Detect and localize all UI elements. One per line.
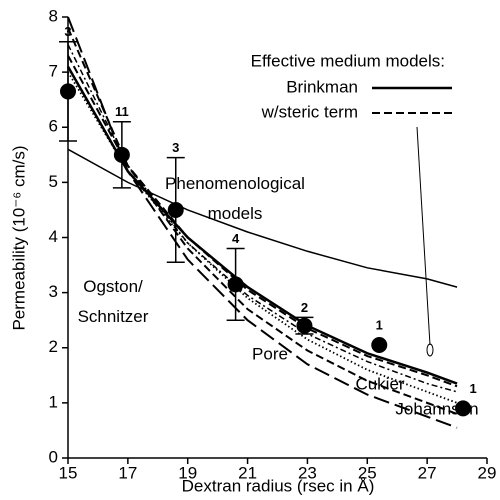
data-point xyxy=(113,146,130,163)
y-tick-label: 4 xyxy=(49,227,58,246)
data-point xyxy=(371,336,388,353)
legend-label: Brinkman xyxy=(286,77,358,96)
curve-label: Cukier xyxy=(355,374,404,393)
x-tick-label: 15 xyxy=(59,463,78,482)
n-label: 1 xyxy=(376,317,383,332)
y-tick-label: 7 xyxy=(49,62,58,81)
legend-label: w/steric term xyxy=(261,102,358,121)
x-tick-label: 21 xyxy=(238,463,257,482)
curve xyxy=(66,65,458,385)
curve xyxy=(67,44,458,393)
y-tick-label: 2 xyxy=(49,337,58,356)
curve-label: Pore xyxy=(252,344,288,363)
curve-label: Phenomenological models xyxy=(165,174,305,223)
n-label: 3 xyxy=(64,24,71,39)
x-tick-label: 25 xyxy=(358,463,377,482)
y-tick-label: 8 xyxy=(49,6,58,25)
y-tick-label: 0 xyxy=(49,447,58,466)
data-point xyxy=(455,400,472,417)
y-axis-label: Permeability (10⁻⁶ cm/s) xyxy=(9,145,28,330)
data-point xyxy=(167,201,184,218)
x-tick-label: 19 xyxy=(178,463,197,482)
curve xyxy=(67,16,458,429)
data-point xyxy=(60,83,76,100)
n-label: 11 xyxy=(115,104,129,119)
y-tick-label: 6 xyxy=(49,117,58,136)
y-tick-label: 3 xyxy=(49,282,58,301)
y-tick-label: 1 xyxy=(49,392,58,411)
legend-title: Effective medium models: xyxy=(251,51,445,70)
pointer-ellipse xyxy=(426,343,434,357)
n-label: 1 xyxy=(469,381,476,396)
n-label: 4 xyxy=(232,231,240,246)
curve xyxy=(67,27,458,415)
n-label: 3 xyxy=(172,140,179,155)
curve-label: Ogston/Schnitzer xyxy=(78,277,149,326)
data-point xyxy=(227,276,244,293)
x-tick-label: 23 xyxy=(298,463,317,482)
curve xyxy=(67,55,458,388)
n-label: 2 xyxy=(301,300,308,315)
x-tick-label: 29 xyxy=(478,463,497,482)
x-tick-label: 17 xyxy=(118,463,137,482)
data-point xyxy=(296,317,313,334)
x-axis-label: Dextran radius (rsec in Å) xyxy=(182,476,375,495)
y-tick-label: 5 xyxy=(49,172,58,191)
x-tick-label: 27 xyxy=(418,463,437,482)
pointer-line xyxy=(416,126,431,346)
